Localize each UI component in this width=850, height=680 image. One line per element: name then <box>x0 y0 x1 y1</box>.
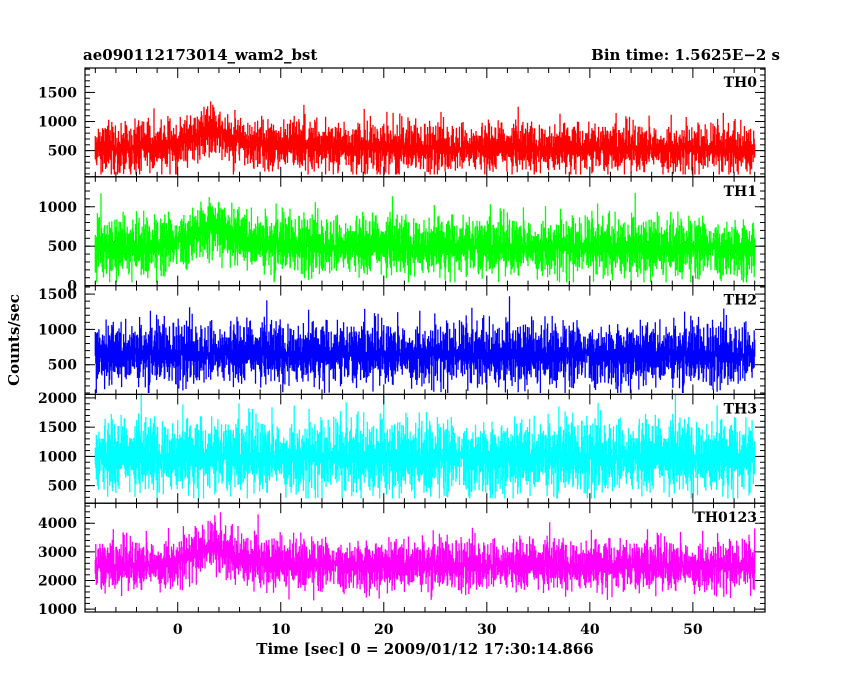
panel-th1: 0 500 1000 TH1 <box>38 176 766 295</box>
panel-label-th2: TH2 <box>724 293 757 309</box>
y-tick-label: 4000 <box>38 516 77 532</box>
panel-label-th3: TH3 <box>724 401 757 417</box>
bin-time-label: Bin time: 1.5625E−2 s <box>591 46 780 64</box>
y-tick-label: 500 <box>48 239 77 255</box>
y-axis-label: Counts/sec <box>5 294 23 386</box>
panel-label-th1: TH1 <box>724 184 757 200</box>
x-axis-label: Time [sec] 0 = 2009/01/12 17:30:14.866 <box>256 640 593 658</box>
series-trace-th3 <box>94 395 756 499</box>
y-tick-label: 1000 <box>38 602 77 618</box>
y-tick-label: 1000 <box>38 449 77 465</box>
y-tick-label: 1000 <box>38 200 77 216</box>
panel-th0: 500 1000 1500 TH0 <box>38 67 766 178</box>
series-trace-th1 <box>94 192 756 283</box>
y-tick-label: 1000 <box>38 322 77 338</box>
y-tick-label: 1000 <box>38 115 77 131</box>
y-tick-label: 3000 <box>38 545 77 561</box>
y-tick-label: 1500 <box>38 287 77 303</box>
series-trace-th0 <box>94 101 756 175</box>
y-tick-label: 500 <box>48 479 77 495</box>
x-axis-ticks: 0 10 20 30 40 50 <box>173 622 703 638</box>
y-tick-label: 1500 <box>38 85 77 101</box>
panel-label-th0123: TH0123 <box>694 510 757 526</box>
panel-label-th0: TH0 <box>724 75 758 91</box>
x-tick-label: 30 <box>477 622 497 638</box>
x-tick-label: 20 <box>374 622 394 638</box>
panel-th0123: 1000 2000 3000 4000 TH0123 <box>38 502 766 618</box>
y-tick-label: 2000 <box>38 391 77 407</box>
x-tick-label: 40 <box>580 622 600 638</box>
x-tick-label: 50 <box>683 622 703 638</box>
y-tick-label: 500 <box>48 144 77 160</box>
x-tick-label: 10 <box>271 622 291 638</box>
y-tick-label: 1500 <box>38 420 77 436</box>
chart-title: ae090112173014_wam2_bst <box>83 46 317 64</box>
series-trace-th0123 <box>94 512 756 601</box>
y-tick-label: 2000 <box>38 574 77 590</box>
y-tick-label: 0 <box>67 279 77 295</box>
panel-th3: 500 1000 1500 2000 TH3 <box>38 391 766 504</box>
y-tick-label: 500 <box>48 358 77 374</box>
series-trace-th2 <box>94 296 756 393</box>
panel-th2: 500 1000 1500 TH2 <box>38 285 766 396</box>
x-tick-label: 0 <box>173 622 183 638</box>
